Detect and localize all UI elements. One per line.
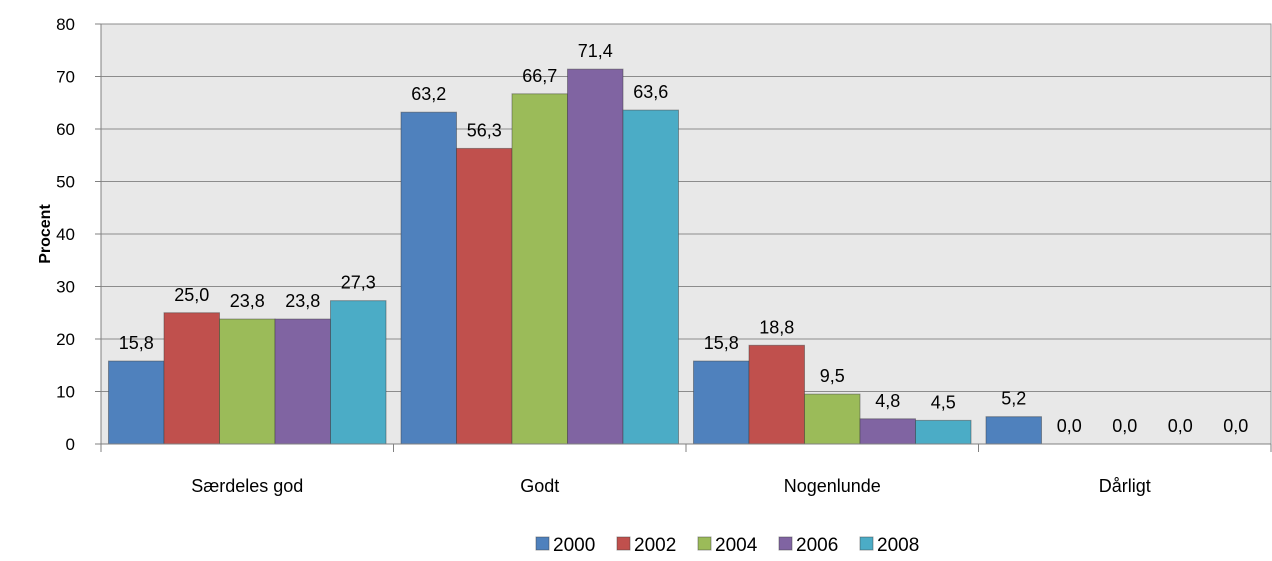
data-label-2002-2: 18,8 xyxy=(759,317,794,337)
bar-2000-2 xyxy=(693,360,750,445)
data-label-2008-3: 0,0 xyxy=(1223,416,1248,436)
bar-2004-1 xyxy=(511,93,568,445)
bar-2002-1 xyxy=(456,147,513,445)
legend-swatch-2004 xyxy=(697,536,712,551)
x-category-label: Særdeles god xyxy=(191,476,303,496)
y-tick-label: 50 xyxy=(56,173,75,192)
legend-swatch-2006 xyxy=(778,536,793,551)
legend-label-2008: 2008 xyxy=(877,535,919,556)
axes xyxy=(100,24,1272,452)
data-label-2002-3: 0,0 xyxy=(1057,416,1082,436)
y-tick-label: 30 xyxy=(56,278,75,297)
y-tick-label: 80 xyxy=(56,15,75,34)
legend-swatch-2000 xyxy=(535,536,550,551)
x-category-labels: Særdeles god Godt Nogenlunde Dårligt xyxy=(191,476,1151,496)
x-category-label: Godt xyxy=(520,476,559,496)
y-tick-label: 60 xyxy=(56,120,75,139)
bar-2002-0 xyxy=(163,312,220,445)
data-label-2002-0: 25,0 xyxy=(174,285,209,305)
bar-2000-3 xyxy=(985,416,1042,445)
legend-label-2006: 2006 xyxy=(796,535,838,556)
data-label-2006-0: 23,8 xyxy=(285,291,320,311)
bar-2000-1 xyxy=(400,111,457,445)
bar-2006-2 xyxy=(859,418,916,445)
data-label-2004-0: 23,8 xyxy=(230,291,265,311)
bar-2000-0 xyxy=(108,360,165,445)
bar-2004-0 xyxy=(219,318,276,445)
data-label-2000-0: 15,8 xyxy=(119,333,154,353)
legend-label-2000: 2000 xyxy=(553,535,595,556)
bar-2008-2 xyxy=(915,419,972,445)
legend-swatch-2002 xyxy=(616,536,631,551)
y-tick-label: 40 xyxy=(56,225,75,244)
data-label-2000-2: 15,8 xyxy=(704,333,739,353)
y-tick-labels: 0 10 20 30 40 50 60 70 80 xyxy=(56,15,75,454)
data-label-2008-0: 27,3 xyxy=(341,273,376,293)
data-label-2008-1: 63,6 xyxy=(633,82,668,102)
legend-label-2004: 2004 xyxy=(715,535,758,556)
data-labels: 15,8 25,0 23,8 23,8 27,3 63,2 56,3 66,7 71,4 63,6… xyxy=(119,41,1249,436)
legend: 2000 2002 2004 2006 2008 xyxy=(535,535,919,556)
bar-2004-2 xyxy=(804,393,861,445)
y-tick-label: 10 xyxy=(56,383,75,402)
y-axis-label: Procent xyxy=(37,204,54,264)
bar-2008-0 xyxy=(330,300,387,445)
bar-2006-1 xyxy=(567,68,624,445)
legend-swatch-2008 xyxy=(859,536,874,551)
data-label-2004-2: 9,5 xyxy=(820,366,845,386)
data-label-2004-3: 0,0 xyxy=(1112,416,1137,436)
data-label-2004-1: 66,7 xyxy=(522,66,557,86)
y-tick-label: 70 xyxy=(56,68,75,87)
bar-2006-0 xyxy=(274,318,331,445)
data-label-2008-2: 4,5 xyxy=(931,392,956,412)
data-label-2006-3: 0,0 xyxy=(1168,416,1193,436)
x-category-label: Dårligt xyxy=(1099,476,1151,496)
data-label-2006-2: 4,8 xyxy=(875,391,900,411)
bar-2002-2 xyxy=(748,344,805,445)
data-label-2006-1: 71,4 xyxy=(578,41,613,61)
data-label-2000-3: 5,2 xyxy=(1001,389,1026,409)
data-label-2000-1: 63,2 xyxy=(411,84,446,104)
data-label-2002-1: 56,3 xyxy=(467,120,502,140)
bars xyxy=(108,68,1042,445)
x-category-label: Nogenlunde xyxy=(784,476,881,496)
bar-2008-1 xyxy=(622,109,679,445)
y-tick-label: 0 xyxy=(66,435,75,454)
legend-label-2002: 2002 xyxy=(634,535,676,556)
y-tick-label: 20 xyxy=(56,330,75,349)
